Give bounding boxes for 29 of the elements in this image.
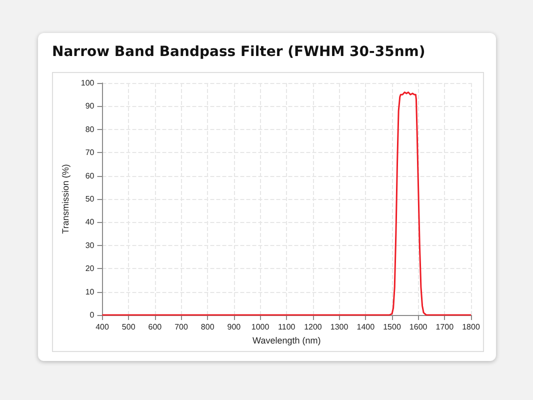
x-tick-label: 1400 (356, 322, 376, 332)
x-tick-label: 1500 (383, 322, 402, 332)
x-tick-label: 1600 (409, 322, 428, 332)
y-tick-label: 70 (85, 148, 95, 158)
y-tick-label: 40 (85, 218, 95, 227)
x-tick-label: 1000 (251, 322, 270, 332)
y-tick-label: 20 (85, 264, 95, 274)
y-tick-label: 30 (85, 240, 95, 250)
y-tick-label: 90 (85, 102, 95, 111)
x-tick-label: 1700 (436, 322, 454, 332)
x-tick-label: 900 (227, 322, 242, 332)
x-tick-label: 500 (122, 322, 136, 332)
x-tick-label: 1800 (462, 322, 480, 332)
y-tick-label: 50 (85, 194, 95, 204)
y-tick-label: 80 (85, 124, 95, 134)
x-tick-label: 1100 (278, 322, 296, 332)
x-tick-label: 600 (148, 322, 162, 332)
x-tick-label: 1200 (304, 322, 322, 332)
x-tick-label: 400 (96, 322, 110, 332)
x-axis-title: Wavelength (nm) (252, 335, 321, 346)
y-tick-label: 60 (85, 171, 95, 180)
x-tick-label: 800 (200, 322, 215, 332)
x-tick-label: 700 (174, 322, 188, 332)
x-tick-label: 1300 (330, 322, 349, 332)
y-tick-label: 100 (80, 78, 95, 88)
y-tick-label: 0 (90, 310, 95, 320)
y-tick-label: 10 (85, 287, 95, 296)
y-axis-title: Transmission (%) (60, 164, 70, 234)
chart-title: Narrow Band Bandpass Filter (FWHM 30-35nm) (52, 44, 426, 60)
